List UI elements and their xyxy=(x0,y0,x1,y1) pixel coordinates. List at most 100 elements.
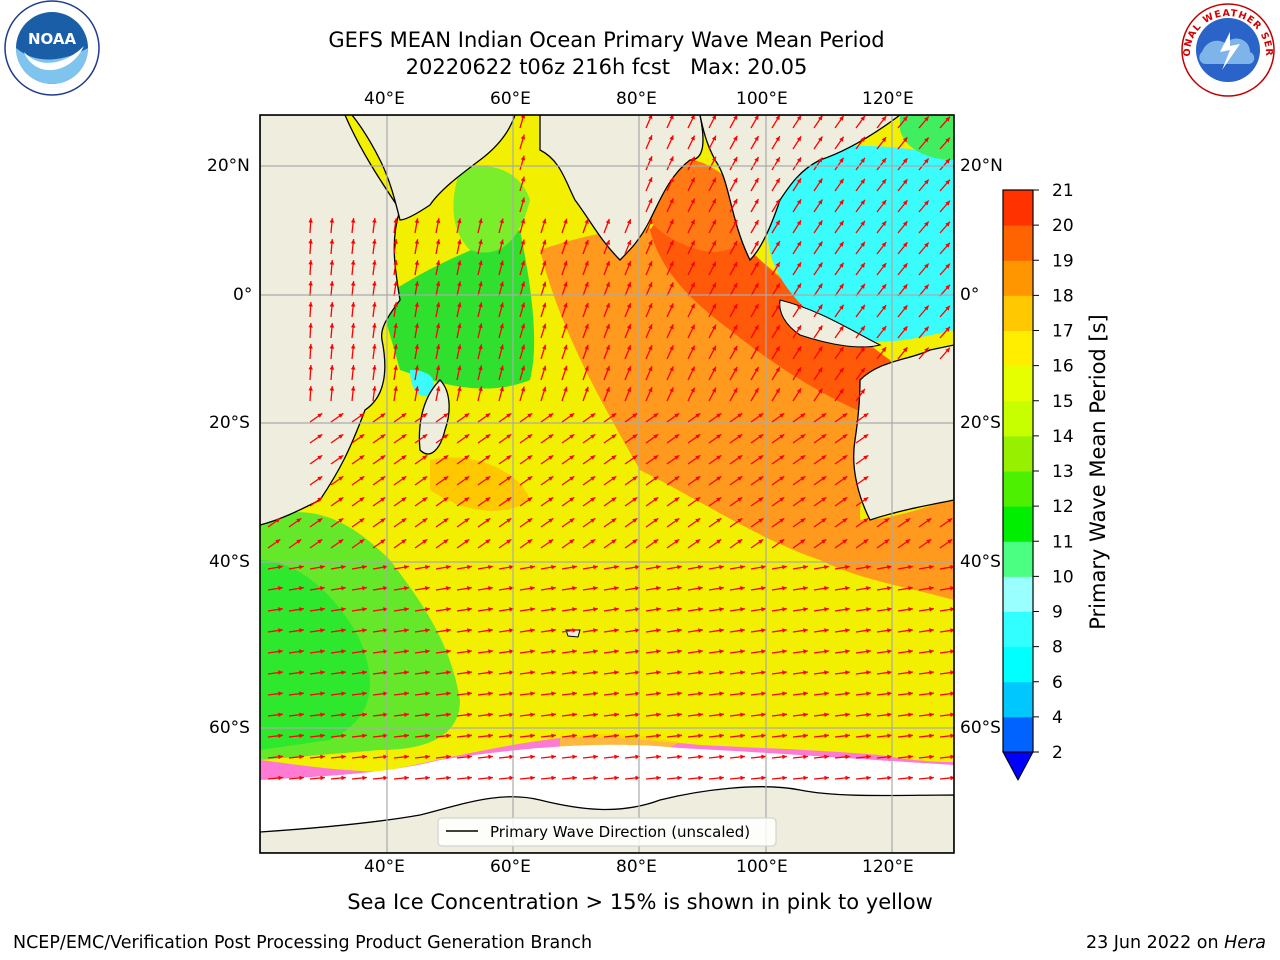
wave-vector-head xyxy=(605,345,610,350)
wave-vector-head xyxy=(605,366,610,371)
wave-vector-head xyxy=(695,476,701,481)
wave-vector-head xyxy=(569,539,575,544)
wave-vector-head xyxy=(478,302,483,308)
wave-vector-head xyxy=(372,386,377,391)
wave-vector-head xyxy=(860,178,865,184)
wave-vector-head xyxy=(527,476,533,481)
wave-vector-head xyxy=(754,346,759,351)
wave-vector-head xyxy=(563,239,568,245)
wave-vector-head xyxy=(509,712,514,717)
wave-vector-head xyxy=(716,518,722,523)
colorbar-segment xyxy=(1003,506,1033,542)
wave-vector-head xyxy=(383,649,388,654)
wave-vector-head xyxy=(380,413,386,418)
wave-vector-head xyxy=(839,199,844,205)
lon-label-top-40e: 40°E xyxy=(364,89,405,109)
wave-vector-head xyxy=(887,691,892,696)
wave-vector-head xyxy=(775,241,780,247)
wave-vector-head xyxy=(605,282,610,287)
wave-vector-head xyxy=(530,607,535,612)
wave-vector-head xyxy=(551,712,556,717)
wave-vector-head xyxy=(605,240,610,245)
wave-vector-head xyxy=(506,434,512,439)
wave-vector-head xyxy=(711,387,716,393)
wave-vector-head xyxy=(733,135,738,141)
wave-vector-head xyxy=(530,712,535,717)
wave-vector-head xyxy=(881,242,887,247)
wave-vector-head xyxy=(863,497,869,502)
wave-vector-head xyxy=(593,775,598,781)
wave-vector-head xyxy=(393,218,398,223)
colorbar-segment xyxy=(1003,225,1033,261)
wave-vector-head xyxy=(341,691,346,696)
wave-vector-head xyxy=(929,628,934,633)
wave-vector-head xyxy=(569,497,575,502)
colorbar-tick-label: 19 xyxy=(1052,251,1074,271)
lat-label-left-40s: 40°S xyxy=(209,552,250,572)
wave-vector-head xyxy=(719,649,724,654)
wave-vector-head xyxy=(404,670,409,675)
wave-vector-head xyxy=(761,628,766,633)
wave-vector-head xyxy=(779,497,785,502)
footer-date: 23 Jun 2022 on Hera xyxy=(1086,933,1266,953)
wave-vector-head xyxy=(530,754,535,760)
wave-vector-head xyxy=(605,387,610,392)
wave-vector-head xyxy=(887,733,892,739)
wave-vector-head xyxy=(278,712,283,717)
wave-vector-head xyxy=(924,284,929,290)
wave-vector-head xyxy=(824,628,829,633)
wave-vector-head xyxy=(485,476,491,481)
wave-vector-head xyxy=(866,733,871,739)
wave-vector-head xyxy=(740,565,745,570)
wave-vector-head xyxy=(740,733,745,739)
lon-label-top-120e: 120°E xyxy=(862,89,914,109)
wave-vector-head xyxy=(542,260,547,266)
wave-vector-head xyxy=(929,712,934,717)
wave-vector-head xyxy=(945,158,950,164)
wave-vector-head xyxy=(341,628,346,633)
wave-vector-head xyxy=(866,628,871,633)
wave-vector-head xyxy=(758,497,764,502)
wave-vector-head xyxy=(626,282,632,288)
wave-vector-head xyxy=(653,539,659,544)
wave-vector-head xyxy=(611,476,617,481)
wave-vector-head xyxy=(800,476,806,481)
wave-vector-head xyxy=(563,260,568,266)
wave-vector-head xyxy=(362,754,367,760)
wave-vector-head xyxy=(422,476,428,481)
wave-vector-head xyxy=(457,386,462,392)
wave-vector-head xyxy=(435,218,441,224)
wave-vector-head xyxy=(690,240,695,246)
wave-vector-head xyxy=(593,649,598,654)
wave-vector-head xyxy=(737,518,743,523)
wave-vector-head xyxy=(818,157,823,163)
wave-vector-head xyxy=(711,135,716,141)
wave-vector-head xyxy=(425,754,430,760)
footer-machine: Hera xyxy=(1224,933,1266,953)
wave-vector-head xyxy=(839,136,844,142)
wave-vector-head xyxy=(950,607,954,612)
wave-vector-head xyxy=(542,365,547,371)
wave-vector-head xyxy=(530,628,535,633)
arabia-land xyxy=(351,115,516,221)
wave-vector-head xyxy=(818,241,823,247)
wave-vector-head xyxy=(758,539,764,544)
footer-credit: NCEP/EMC/Verification Post Processing Pr… xyxy=(13,933,593,953)
wave-vector-head xyxy=(690,366,695,372)
wave-vector-head xyxy=(782,586,787,591)
wave-vector-head xyxy=(509,649,514,654)
wave-vector-head xyxy=(839,262,844,268)
wave-vector-head xyxy=(796,304,802,310)
wave-vector-head xyxy=(478,218,483,224)
wave-vector-head xyxy=(775,346,780,352)
wave-vector-head xyxy=(818,304,823,310)
wave-vector-head xyxy=(674,539,680,544)
wave-vector-head xyxy=(677,733,682,739)
wave-vector-head xyxy=(845,691,850,696)
wave-vector-head xyxy=(551,586,556,591)
lat-label-right-20n: 20°N xyxy=(960,156,1003,176)
wave-vector-head xyxy=(690,387,695,393)
wave-vector-head xyxy=(908,691,913,696)
wave-vector-head xyxy=(467,607,472,612)
wave-vector-head xyxy=(677,691,682,696)
